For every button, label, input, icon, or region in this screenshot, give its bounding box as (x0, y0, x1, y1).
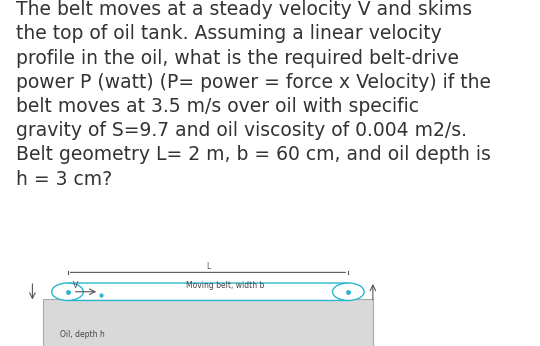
Text: L: L (206, 262, 210, 271)
Text: Oil, depth h: Oil, depth h (60, 330, 105, 339)
Text: Moving belt, width b: Moving belt, width b (186, 281, 265, 290)
FancyBboxPatch shape (68, 283, 348, 300)
Bar (43, 300, 373, 346)
Text: V: V (73, 281, 78, 290)
Text: The belt moves at a steady velocity V and skims
the top of oil tank. Assuming a : The belt moves at a steady velocity V an… (16, 0, 491, 189)
Circle shape (52, 283, 83, 300)
Circle shape (333, 283, 364, 300)
